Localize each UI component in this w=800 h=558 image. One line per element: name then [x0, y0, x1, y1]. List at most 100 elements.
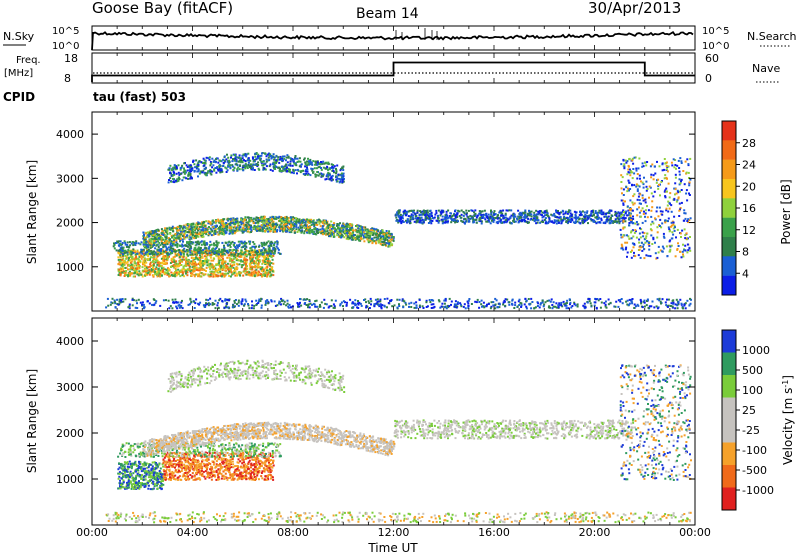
echo-cell — [169, 233, 171, 235]
echo-cell — [234, 226, 236, 228]
echo-cell — [272, 259, 274, 261]
echo-cell — [156, 233, 158, 235]
echo-cell — [597, 214, 599, 216]
echo-cell — [128, 264, 130, 266]
echo-cell — [176, 272, 178, 274]
echo-cell — [272, 274, 274, 276]
echo-cell — [252, 246, 254, 248]
echo-cell — [317, 221, 319, 223]
echo-cell — [116, 249, 118, 251]
echo-cell — [178, 249, 180, 251]
echo-cell — [178, 265, 180, 267]
echo-cell — [515, 221, 517, 223]
echo-cell — [421, 217, 423, 219]
echo-cell — [311, 164, 313, 166]
date-label: 30/Apr/2013 — [588, 0, 681, 17]
echo-cell — [335, 172, 337, 174]
echo-cell — [244, 229, 246, 231]
echo-cell — [228, 271, 230, 273]
echo-cell — [181, 274, 183, 276]
echo-cell — [264, 257, 266, 259]
echo-cell — [221, 251, 223, 253]
echo-cell — [154, 273, 156, 275]
echo-cell — [333, 234, 335, 236]
echo-cell — [191, 251, 193, 253]
echo-cell — [145, 233, 147, 235]
echo-cell — [477, 215, 479, 217]
echo-cell — [188, 241, 190, 243]
echo-cell — [237, 221, 239, 223]
echo-cell — [250, 231, 252, 233]
echo-cell — [263, 167, 265, 169]
echo-cell — [251, 249, 253, 251]
echo-cell — [220, 170, 222, 172]
echo-cell — [290, 224, 292, 226]
echo-cell — [295, 226, 297, 228]
nsky-label: N.Sky — [3, 30, 35, 43]
echo-cell — [417, 210, 419, 212]
echo-cell — [126, 244, 128, 246]
echo-cell — [239, 272, 241, 274]
echo-cell — [183, 253, 185, 255]
echo-cell — [147, 272, 149, 274]
echo-cell — [419, 210, 421, 212]
echo-cell — [249, 241, 251, 243]
echo-cell — [190, 166, 192, 168]
echo-cell — [157, 253, 159, 255]
echo-cell — [192, 161, 194, 163]
echo-cell — [241, 222, 243, 224]
echo-cell — [386, 236, 388, 238]
echo-cell — [206, 157, 208, 159]
echo-cell — [162, 270, 164, 272]
echo-cell — [386, 239, 388, 241]
echo-cell — [138, 242, 140, 244]
echo-cell — [336, 223, 338, 225]
echo-cell — [550, 214, 552, 216]
echo-cell — [380, 243, 382, 245]
echo-cell — [528, 210, 530, 212]
echo-cell — [170, 247, 172, 249]
echo-cell — [288, 157, 290, 159]
echo-cell — [206, 242, 208, 244]
echo-cell — [152, 267, 154, 269]
echo-cell — [287, 161, 289, 163]
echo-cell — [173, 243, 175, 245]
echo-cell — [117, 241, 119, 243]
echo-cell — [190, 246, 192, 248]
echo-cell — [279, 220, 281, 222]
echo-cell — [171, 250, 173, 252]
echo-cell — [248, 219, 250, 221]
echo-cell — [149, 274, 151, 276]
echo-cell — [189, 252, 191, 254]
echo-cell — [193, 249, 195, 251]
echo-cell — [533, 212, 535, 214]
echo-cell — [151, 252, 153, 254]
echo-cell — [169, 172, 171, 174]
echo-cell — [185, 177, 187, 179]
echo-cell — [267, 258, 269, 260]
echo-cell — [227, 244, 229, 246]
echo-cell — [239, 243, 241, 245]
echo-cell — [197, 242, 199, 244]
echo-cell — [260, 249, 262, 251]
echo-cell — [254, 226, 256, 228]
echo-cell — [235, 250, 237, 252]
echo-cell — [316, 171, 318, 173]
echo-cell — [460, 220, 462, 222]
echo-cell — [169, 269, 171, 271]
echo-cell — [158, 265, 160, 267]
echo-cell — [248, 162, 250, 164]
echo-cell — [143, 234, 145, 236]
echo-cell — [318, 175, 320, 177]
echo-cell — [249, 265, 251, 267]
echo-cell — [252, 164, 254, 166]
echo-cell — [209, 266, 211, 268]
echo-cell — [125, 270, 127, 272]
echo-cell — [242, 232, 244, 234]
echo-cell — [403, 221, 405, 223]
echo-cell — [161, 237, 163, 239]
echo-cell — [271, 227, 273, 229]
echo-cell — [120, 257, 122, 259]
echo-cell — [209, 232, 211, 234]
echo-cell — [353, 237, 355, 239]
